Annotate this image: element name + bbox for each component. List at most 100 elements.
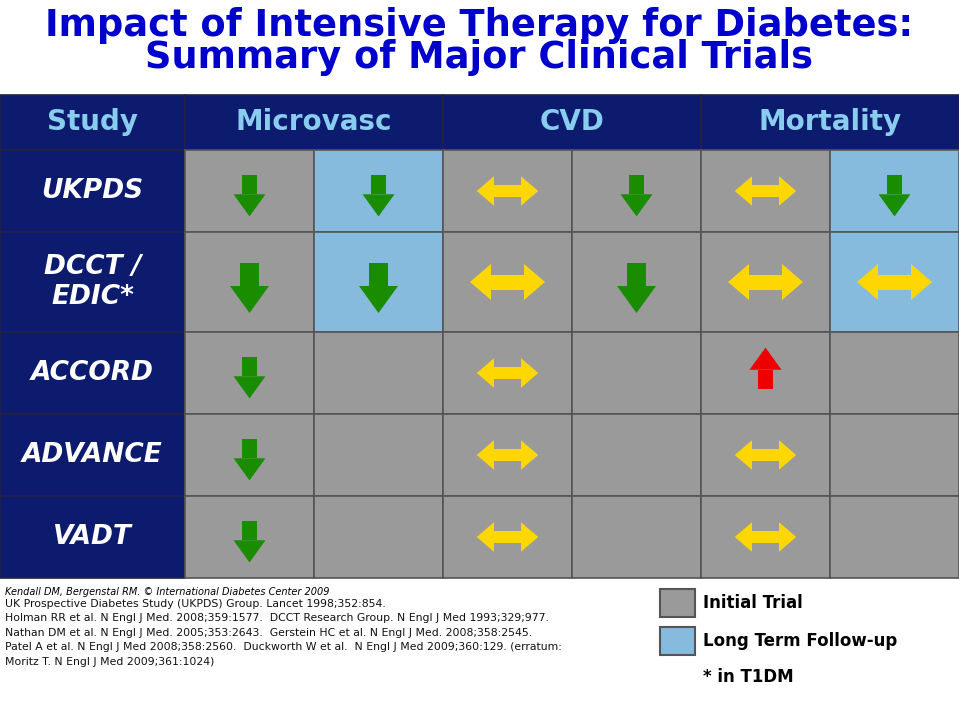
Polygon shape <box>494 185 521 197</box>
Bar <box>185 150 314 232</box>
Polygon shape <box>494 531 521 543</box>
Text: Microvasc: Microvasc <box>236 109 392 137</box>
Polygon shape <box>878 194 910 217</box>
Polygon shape <box>233 541 266 563</box>
Polygon shape <box>242 175 257 194</box>
Polygon shape <box>524 264 545 300</box>
Polygon shape <box>521 176 538 206</box>
Bar <box>443 232 572 332</box>
Polygon shape <box>477 176 494 206</box>
Polygon shape <box>477 440 494 470</box>
Bar <box>830 332 959 414</box>
Bar <box>701 332 830 414</box>
Polygon shape <box>477 358 494 388</box>
Bar <box>701 150 830 232</box>
Polygon shape <box>369 263 388 286</box>
Polygon shape <box>887 175 902 194</box>
Bar <box>443 150 572 232</box>
Polygon shape <box>242 440 257 458</box>
Bar <box>443 496 572 578</box>
Polygon shape <box>752 185 779 197</box>
Bar <box>314 496 443 578</box>
Bar <box>0 95 185 150</box>
Bar <box>830 496 959 578</box>
Bar <box>830 150 959 232</box>
Polygon shape <box>735 522 752 552</box>
Text: Study: Study <box>47 109 138 137</box>
Polygon shape <box>363 194 394 217</box>
Bar <box>660 589 695 617</box>
Polygon shape <box>857 264 878 300</box>
Bar <box>572 332 701 414</box>
Polygon shape <box>779 176 796 206</box>
Polygon shape <box>491 275 524 290</box>
Polygon shape <box>878 275 911 290</box>
Polygon shape <box>521 522 538 552</box>
Text: * in T1DM: * in T1DM <box>703 668 794 686</box>
Text: UK Prospective Diabetes Study (UKPDS) Group. Lancet 1998;352:854.
Holman RR et a: UK Prospective Diabetes Study (UKPDS) Gr… <box>5 599 562 666</box>
Polygon shape <box>230 286 269 313</box>
Bar <box>701 232 830 332</box>
Bar <box>0 414 185 496</box>
Text: VADT: VADT <box>53 524 132 550</box>
Bar <box>572 150 701 232</box>
Bar <box>314 332 443 414</box>
Polygon shape <box>752 449 779 461</box>
Polygon shape <box>242 358 257 376</box>
Polygon shape <box>735 440 752 470</box>
Polygon shape <box>477 522 494 552</box>
Polygon shape <box>521 440 538 470</box>
Bar <box>701 414 830 496</box>
Text: Impact of Intensive Therapy for Diabetes:: Impact of Intensive Therapy for Diabetes… <box>45 6 913 44</box>
Bar <box>314 150 443 232</box>
Text: CVD: CVD <box>540 109 604 137</box>
Bar <box>443 414 572 496</box>
Polygon shape <box>750 347 782 370</box>
Polygon shape <box>627 263 646 286</box>
Text: Mortality: Mortality <box>759 109 901 137</box>
Text: DCCT /
EDIC*: DCCT / EDIC* <box>44 254 141 310</box>
Bar <box>185 332 314 414</box>
Bar <box>572 496 701 578</box>
Polygon shape <box>617 286 656 313</box>
Polygon shape <box>758 370 773 388</box>
Bar <box>0 332 185 414</box>
Polygon shape <box>728 264 749 300</box>
Bar <box>0 150 185 232</box>
Polygon shape <box>494 449 521 461</box>
Bar <box>314 414 443 496</box>
Text: UKPDS: UKPDS <box>41 178 144 204</box>
Text: ADVANCE: ADVANCE <box>22 442 163 468</box>
Bar <box>830 414 959 496</box>
Bar <box>314 232 443 332</box>
Polygon shape <box>782 264 803 300</box>
Polygon shape <box>752 531 779 543</box>
Bar <box>443 95 701 150</box>
Polygon shape <box>240 263 259 286</box>
Bar <box>572 414 701 496</box>
Polygon shape <box>470 264 491 300</box>
Bar <box>660 627 695 655</box>
Bar <box>185 414 314 496</box>
Bar <box>0 232 185 332</box>
Polygon shape <box>749 275 782 290</box>
Polygon shape <box>779 522 796 552</box>
Bar <box>185 232 314 332</box>
Text: ACCORD: ACCORD <box>31 360 154 386</box>
Polygon shape <box>233 458 266 480</box>
Text: Kendall DM, Bergenstal RM. © International Diabetes Center 2009: Kendall DM, Bergenstal RM. © Internation… <box>5 587 330 597</box>
Polygon shape <box>911 264 932 300</box>
Polygon shape <box>494 367 521 379</box>
Bar <box>443 332 572 414</box>
Polygon shape <box>620 194 652 217</box>
Text: Initial Trial: Initial Trial <box>703 594 803 612</box>
Polygon shape <box>242 521 257 541</box>
Polygon shape <box>735 176 752 206</box>
Bar <box>185 496 314 578</box>
Bar <box>0 496 185 578</box>
Bar <box>572 232 701 332</box>
Bar <box>701 95 959 150</box>
Bar <box>701 496 830 578</box>
Text: Summary of Major Clinical Trials: Summary of Major Clinical Trials <box>145 39 813 76</box>
Polygon shape <box>233 194 266 217</box>
